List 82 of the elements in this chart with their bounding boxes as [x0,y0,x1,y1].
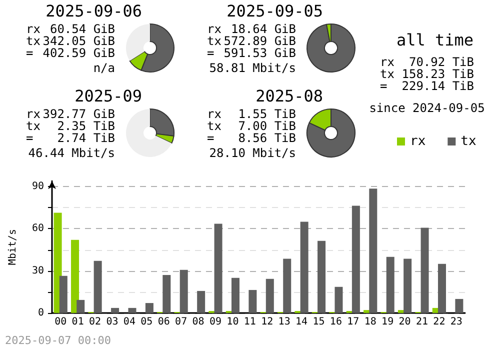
bar [76,300,85,313]
text: tx 342.05 GiB [26,34,115,48]
bar [386,256,394,313]
y-tick-label: 0 [38,308,44,318]
x-tick-label: 12 [261,316,274,328]
bar [162,274,171,313]
bar [438,264,446,313]
bar [94,260,102,313]
chart-title: 2025-08 [256,86,323,106]
text: = 591.53 GiB [207,46,296,60]
bar [128,308,136,313]
bar [214,224,222,313]
bar [404,258,412,313]
bar [248,290,257,313]
bar [300,222,308,313]
bar [71,240,80,313]
text: tx 2.35 TiB [26,119,115,133]
x-tick-label: 22 [433,316,446,328]
y-tick-label: 60 [32,223,44,234]
text: 28.10 Mbit/s [209,146,296,160]
x-tick-label: 23 [450,316,462,328]
chart-title: 2025-09 [74,86,142,106]
y-tick-label: 30 [32,265,44,276]
bar [59,276,68,313]
text: 2025-09-07 00:00 [5,334,111,347]
text: n/a [93,61,115,75]
text: = 402.59 GiB [26,46,115,60]
x-tick-label: 09 [209,316,222,328]
text: rx 70.92 TiB [380,55,474,69]
text: tx 572.89 GiB [207,34,296,48]
text: 58.81 Mbit/s [209,61,296,75]
bar [283,258,292,313]
x-tick-label: 15 [312,316,325,328]
chart-title: 2025-09-06 [46,2,142,20]
x-tick-label: 05 [140,316,153,328]
x-tick-label: 11 [244,316,256,328]
y-tick-label: 90 [32,181,44,192]
x-tick-label: 06 [158,316,170,328]
x-tick-label: 01 [72,316,84,328]
text: = 8.56 TiB [207,131,296,145]
text: since 2024-09-05 [369,101,485,115]
x-tick-label: 02 [88,316,102,328]
chart-title: 2025-09-05 [226,2,323,20]
text: tx 158.23 TiB [380,67,474,81]
text: tx 7.00 TiB [207,119,296,133]
text: rx 1.55 TiB [207,107,296,121]
bar [352,206,360,313]
x-tick-label: 10 [226,316,239,328]
text: all time [396,30,474,50]
x-tick-label: 19 [382,316,394,328]
x-tick-label: 08 [192,316,204,328]
bar [111,308,120,313]
bar [420,228,429,313]
text: = 229.14 TiB [380,79,474,93]
bar [231,278,240,313]
x-tick-label: 13 [278,316,290,328]
legend-label: rx [410,134,426,149]
x-tick-label: 20 [398,316,411,328]
text: 46.44 Mbit/s [28,146,115,160]
bar [455,298,464,313]
text: rx 18.64 GiB [207,22,296,36]
bar [145,303,154,313]
x-tick-label: 18 [364,316,376,328]
x-tick-label: 04 [123,316,136,328]
text: = 2.74 TiB [26,131,115,145]
bar [334,286,343,313]
x-tick-label: 17 [347,316,360,328]
bar [180,270,188,313]
bar [318,240,326,313]
x-tick-label: 14 [295,316,308,328]
x-tick-label: 03 [106,316,118,328]
bar [369,188,378,313]
text: rx 60.54 GiB [26,22,115,36]
x-tick-label: 07 [175,316,188,328]
y-axis-title: Mbit/s [8,228,18,266]
bar [197,290,206,313]
text: rx 392.77 GiB [26,107,115,121]
x-tick-label: 00 [54,316,67,328]
bar [266,278,274,313]
x-tick-label: 16 [330,316,342,328]
legend-label: tx [460,134,476,149]
x-tick-label: 21 [416,316,428,328]
